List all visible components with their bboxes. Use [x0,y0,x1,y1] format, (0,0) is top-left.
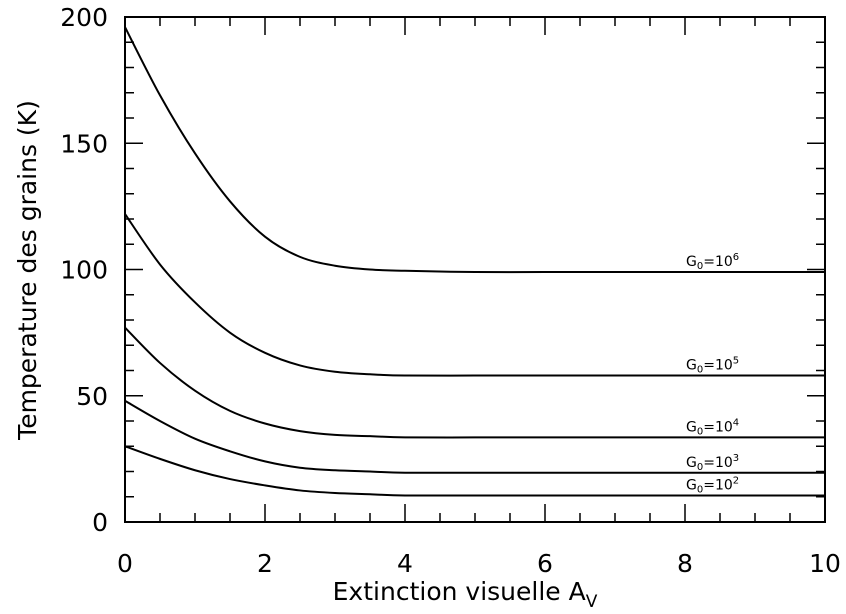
x-tick-label: 2 [257,549,273,578]
series-line-0 [124,26,825,274]
series-line-4 [124,445,825,497]
y-tick-label: 150 [60,129,108,158]
series-line-1 [124,213,825,377]
x-axis-label-subscript: V [586,592,598,612]
series-label-2: G0=104 [686,417,739,437]
series-label-0: G0=106 [686,252,739,272]
x-tick-label: 10 [809,549,841,578]
series-label-4: G0=102 [686,475,739,495]
plot-frame [124,16,826,523]
y-axis-label: Temperature des grains (K) [13,100,42,441]
y-tick-label: 50 [76,382,108,411]
x-tick-label: 4 [397,549,413,578]
series-line-3 [124,399,825,474]
series-label-3: G0=103 [686,453,739,473]
curves [124,26,825,497]
x-axis-label: Extinction visuelle AV [333,577,598,612]
y-tick-label: 100 [60,256,108,285]
series-label-1: G0=105 [686,356,739,376]
x-tick-label: 6 [537,549,553,578]
y-tick-label: 200 [60,3,108,32]
x-tick-label: 0 [117,549,133,578]
x-tick-label: 8 [677,549,693,578]
series-line-2 [124,326,825,439]
y-tick-label: 0 [92,508,108,537]
